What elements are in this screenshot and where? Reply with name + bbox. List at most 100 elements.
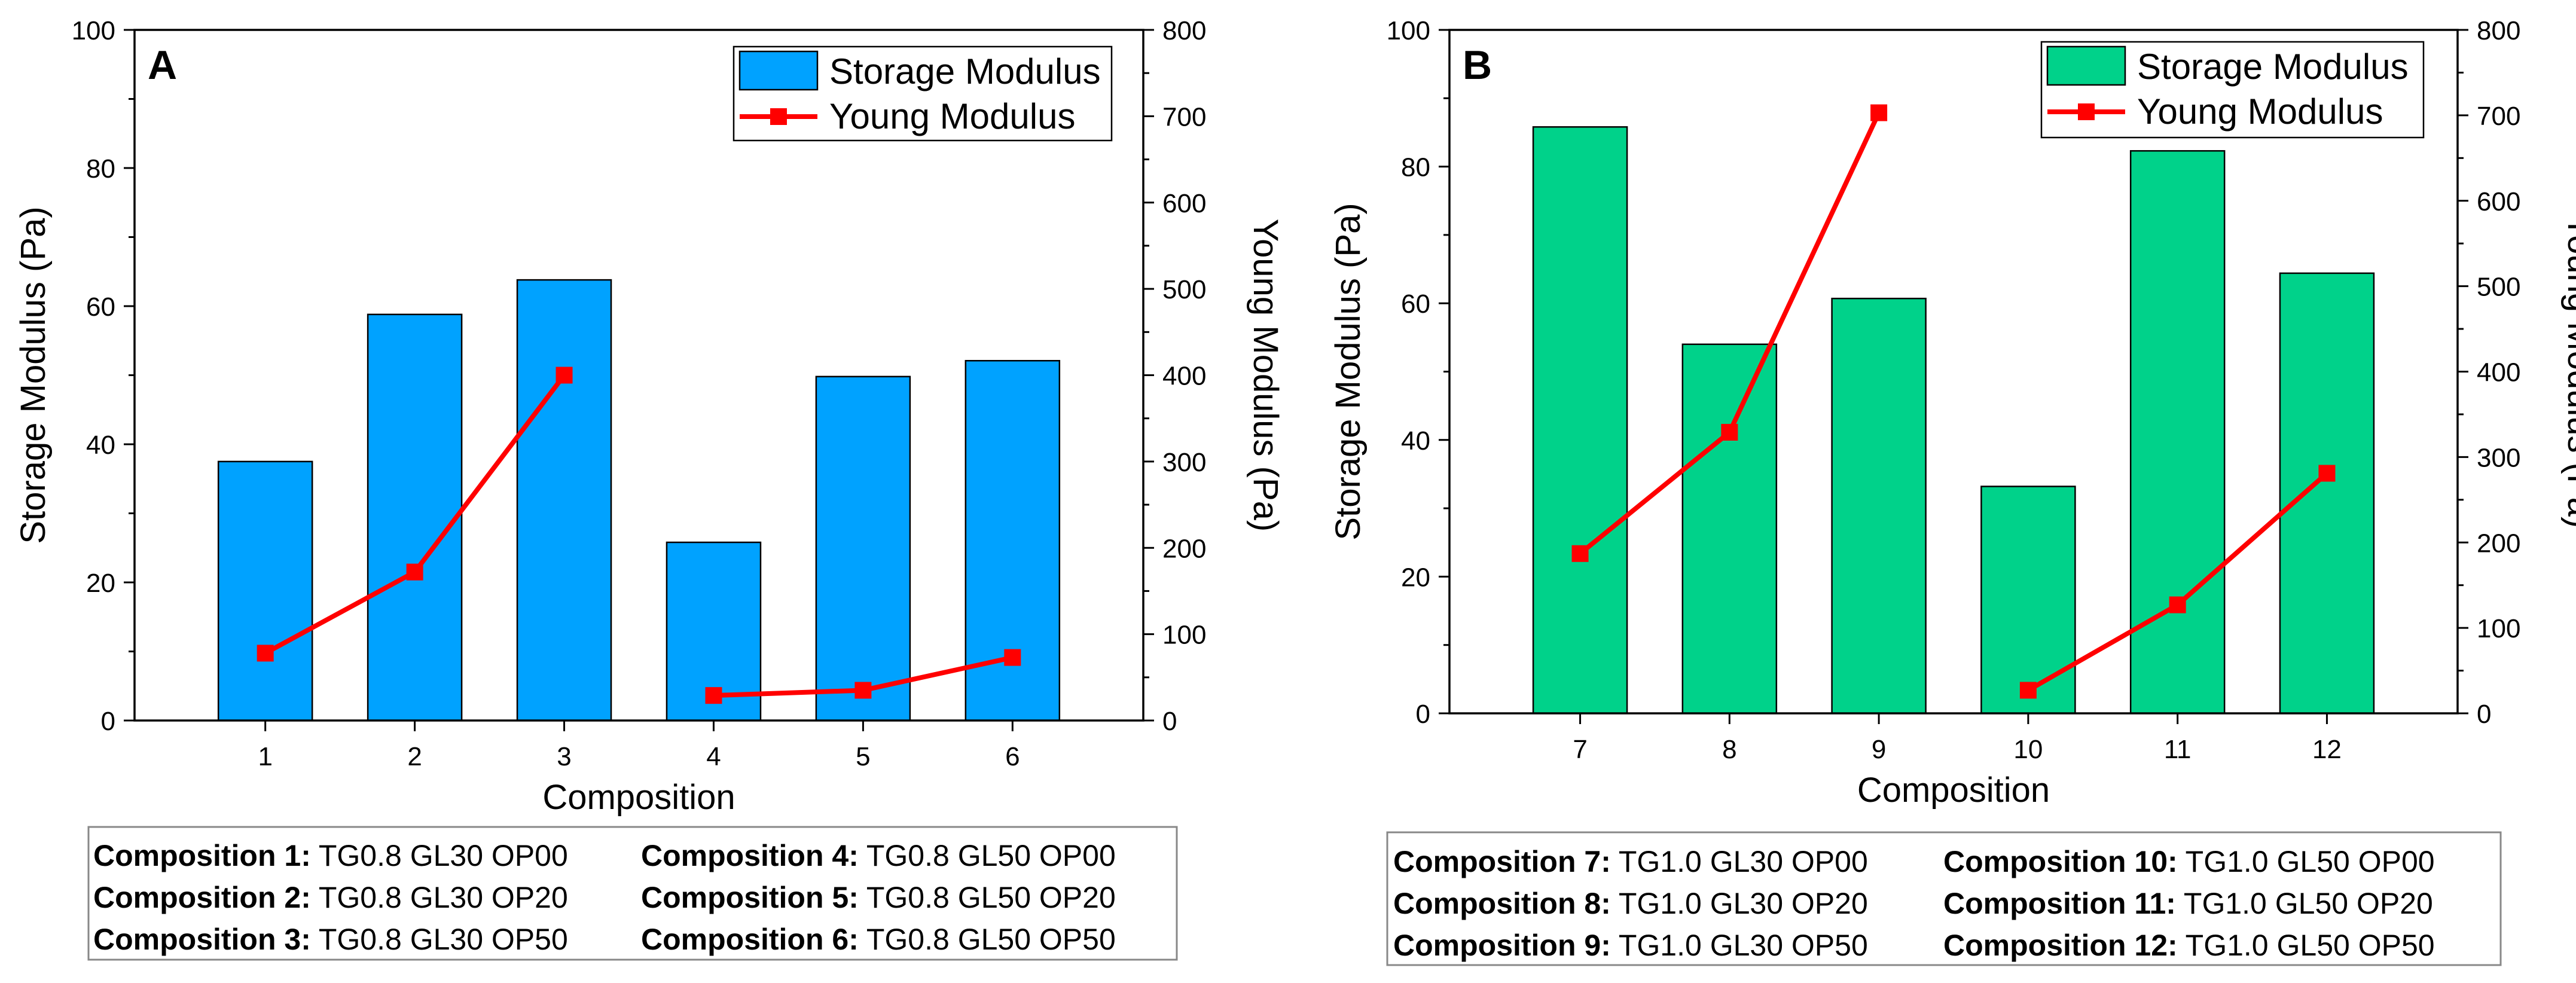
y2-tick-label: 600 <box>2477 187 2520 216</box>
composition-label: Composition 4: <box>641 839 859 872</box>
x-axis-label: Composition <box>1857 771 2050 810</box>
y-tick-label: 20 <box>86 569 115 598</box>
y-tick-label: 100 <box>72 16 115 45</box>
y2-tick-label: 100 <box>1162 621 1206 650</box>
y2-tick-label: 300 <box>1162 448 1206 477</box>
composition-box <box>1386 831 2502 966</box>
legend-label-storage: Storage Modulus <box>829 51 1101 91</box>
x-axis-label: Composition <box>542 778 735 817</box>
composition-label: Composition 8: <box>1393 887 1611 920</box>
bar <box>815 376 911 722</box>
y2-tick-label: 400 <box>1162 362 1206 391</box>
composition-label: Composition 10: <box>1943 845 2178 878</box>
y2-tick-label: 700 <box>1162 102 1206 132</box>
data-point <box>406 563 423 581</box>
composition-entry: Composition 11: TG1.0 GL50 OP20 <box>1943 887 2433 920</box>
composition-label: Composition 2: <box>93 881 311 914</box>
composition-desc: TG1.0 GL30 OP20 <box>1611 887 1868 920</box>
data-point <box>1721 423 1738 441</box>
y-axis-label: Storage Modulus (Pa) <box>14 206 53 544</box>
composition-label: Composition 9: <box>1393 929 1611 962</box>
x-tick-label: 6 <box>1005 742 1020 771</box>
composition-desc: TG0.8 GL50 OP00 <box>859 839 1116 872</box>
composition-label: Composition 11: <box>1943 887 2176 920</box>
composition-label: Composition 6: <box>641 923 859 956</box>
y-tick-label: 0 <box>1416 700 1430 729</box>
legend-marker <box>2078 103 2095 120</box>
x-tick-label: 10 <box>2013 735 2043 764</box>
data-point <box>257 645 274 662</box>
composition-entry: Composition 3: TG0.8 GL30 OP50 <box>93 923 568 956</box>
composition-entry: Composition 2: TG0.8 GL30 OP20 <box>93 881 568 914</box>
composition-label: Composition 7: <box>1393 845 1611 878</box>
legend-label-young: Young Modulus <box>829 96 1075 136</box>
composition-desc: TG0.8 GL50 OP50 <box>859 923 1116 956</box>
y2-tick-label: 700 <box>2477 102 2520 131</box>
data-point <box>2019 682 2037 699</box>
composition-label: Composition 12: <box>1943 929 2178 962</box>
data-point <box>556 367 573 384</box>
data-point <box>1870 104 1888 121</box>
bar <box>1681 343 1778 715</box>
legend-marker <box>770 108 787 125</box>
y-axis-label: Storage Modulus (Pa) <box>1329 203 1368 540</box>
composition-entry: Composition 4: TG0.8 GL50 OP00 <box>641 839 1116 872</box>
x-tick-label: 5 <box>856 742 870 771</box>
composition-desc: TG1.0 GL50 OP20 <box>2176 887 2433 920</box>
y2-tick-label: 200 <box>2477 529 2520 558</box>
composition-entry: Composition 6: TG0.8 GL50 OP50 <box>641 923 1116 956</box>
composition-desc: TG0.8 GL30 OP00 <box>311 839 568 872</box>
y2-tick-label: 100 <box>2477 614 2520 643</box>
legend-bar-swatch <box>2046 45 2126 86</box>
composition-desc: TG1.0 GL30 OP00 <box>1611 845 1868 878</box>
x-tick-label: 8 <box>1722 735 1736 764</box>
x-tick-label: 9 <box>1872 735 1886 764</box>
composition-entry: Composition 5: TG0.8 GL50 OP20 <box>641 881 1116 914</box>
bar <box>516 279 612 722</box>
y-tick-label: 60 <box>1401 289 1430 319</box>
composition-desc: TG0.8 GL30 OP20 <box>311 881 568 914</box>
y2-tick-label: 0 <box>2477 700 2491 729</box>
panel-label: B <box>1463 42 1492 88</box>
y-tick-label: 20 <box>1401 563 1430 592</box>
y-tick-label: 80 <box>86 154 115 184</box>
bar <box>217 460 313 722</box>
bar <box>1980 486 2076 715</box>
composition-desc: TG0.8 GL30 OP50 <box>311 923 568 956</box>
y2-tick-label: 0 <box>1162 707 1177 736</box>
composition-desc: TG1.0 GL50 OP50 <box>2178 929 2435 962</box>
composition-desc: TG1.0 GL50 OP00 <box>2178 845 2435 878</box>
bar <box>1532 126 1628 715</box>
data-point <box>854 682 872 699</box>
data-point <box>705 687 722 704</box>
composition-label: Composition 5: <box>641 881 859 914</box>
data-point <box>1004 649 1021 666</box>
y2-tick-label: 500 <box>1162 275 1206 304</box>
y2-tick-label: 400 <box>2477 358 2520 387</box>
y-tick-label: 60 <box>86 292 115 322</box>
composition-entry: Composition 9: TG1.0 GL30 OP50 <box>1393 929 1868 962</box>
legend-label-young: Young Modulus <box>2137 91 2383 132</box>
panel-label: A <box>148 42 177 88</box>
x-tick-label: 2 <box>407 742 422 771</box>
x-tick-label: 1 <box>258 742 272 771</box>
composition-desc: TG1.0 GL30 OP50 <box>1611 929 1868 962</box>
y-tick-label: 40 <box>86 431 115 460</box>
bar <box>2129 150 2226 715</box>
composition-label: Composition 3: <box>93 923 311 956</box>
y2-axis-label: Young Modulus (Pa) <box>2560 215 2576 528</box>
y-tick-label: 100 <box>1387 16 1430 45</box>
composition-box <box>87 826 1178 961</box>
y2-tick-label: 500 <box>2477 273 2520 302</box>
bar <box>2279 272 2375 715</box>
composition-entry: Composition 8: TG1.0 GL30 OP20 <box>1393 887 1868 920</box>
x-tick-label: 3 <box>557 742 571 771</box>
legend-label-storage: Storage Modulus <box>2137 47 2409 87</box>
composition-desc: TG0.8 GL50 OP20 <box>859 881 1116 914</box>
y2-tick-label: 800 <box>1162 16 1206 45</box>
y2-axis-label: Young Modulus (Pa) <box>1246 219 1285 532</box>
composition-entry: Composition 1: TG0.8 GL30 OP00 <box>93 839 568 872</box>
composition-label: Composition 1: <box>93 839 311 872</box>
x-tick-label: 4 <box>706 742 721 771</box>
